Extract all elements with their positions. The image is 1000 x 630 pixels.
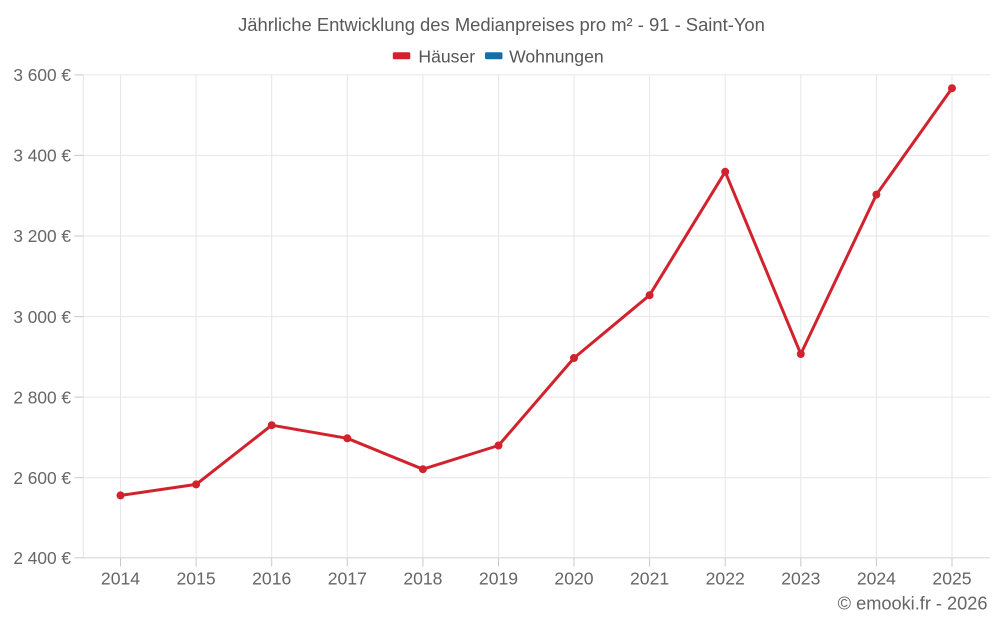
svg-text:2025: 2025 — [932, 569, 971, 589]
svg-text:2015: 2015 — [177, 569, 216, 589]
svg-text:Wohnungen: Wohnungen — [509, 47, 604, 67]
svg-text:2019: 2019 — [479, 569, 518, 589]
svg-text:3 400 €: 3 400 € — [13, 146, 71, 166]
svg-text:© emooki.fr - 2026: © emooki.fr - 2026 — [838, 594, 988, 614]
svg-text:3 600 €: 3 600 € — [13, 65, 71, 85]
svg-text:2 800 €: 2 800 € — [13, 387, 71, 407]
svg-text:3 000 €: 3 000 € — [13, 307, 71, 327]
svg-text:2 600 €: 2 600 € — [13, 468, 71, 488]
svg-text:2024: 2024 — [857, 569, 896, 589]
svg-text:2022: 2022 — [706, 569, 745, 589]
svg-text:2016: 2016 — [252, 569, 291, 589]
svg-text:2 400 €: 2 400 € — [13, 548, 71, 568]
svg-text:2018: 2018 — [403, 569, 442, 589]
svg-text:2017: 2017 — [328, 569, 367, 589]
svg-text:2014: 2014 — [101, 569, 140, 589]
svg-text:3 200 €: 3 200 € — [13, 226, 71, 246]
svg-text:Häuser: Häuser — [418, 47, 475, 67]
svg-text:2020: 2020 — [554, 569, 593, 589]
svg-text:2021: 2021 — [630, 569, 669, 589]
svg-text:2023: 2023 — [781, 569, 820, 589]
svg-text:Jährliche Entwicklung des Medi: Jährliche Entwicklung des Medianpreises … — [238, 14, 765, 35]
